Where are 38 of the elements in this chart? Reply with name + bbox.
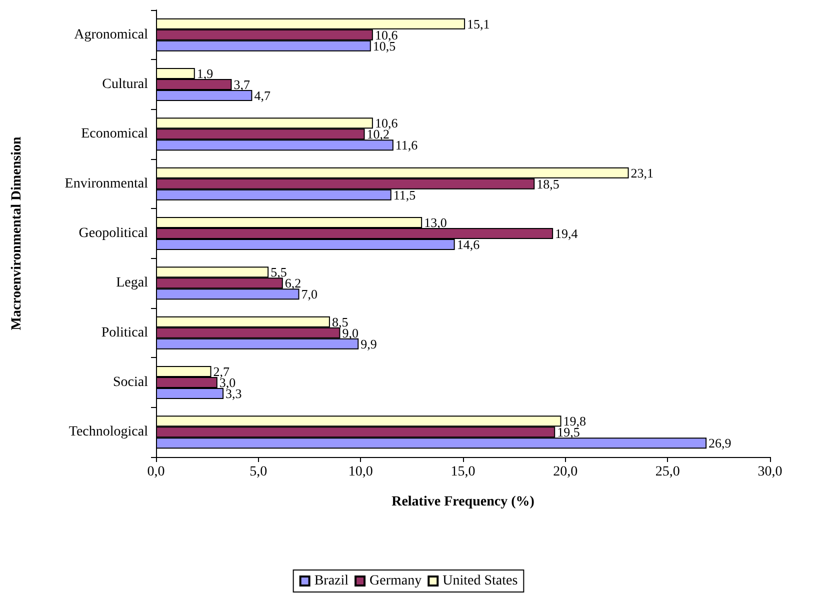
data-label: 6,2	[284, 276, 302, 291]
x-tick-label: 10,0	[348, 464, 373, 480]
y-tick-label: Social	[113, 375, 148, 390]
data-label: 19,4	[555, 226, 578, 241]
data-label: 9,9	[360, 336, 377, 352]
y-tick-label: Legal	[116, 276, 148, 291]
data-label: 5,5	[270, 264, 287, 280]
x-tick-label: 25,0	[655, 464, 680, 480]
data-label: 14,6	[456, 237, 480, 252]
data-label: 4,7	[254, 88, 271, 103]
data-label: 13,0	[424, 215, 447, 230]
data-label: 11,5	[393, 187, 416, 202]
x-tick-label: 30,0	[758, 464, 782, 480]
y-tick-label: Agronomical	[74, 27, 148, 42]
y-tick-label: Environmental	[64, 176, 148, 192]
x-axis-title: Relative Frequency (%)	[392, 494, 535, 510]
y-tick-label: Political	[101, 325, 148, 340]
data-label: 7,0	[301, 286, 318, 302]
x-tick-label: 15,0	[450, 464, 476, 480]
legend-label: United States	[442, 574, 518, 588]
legend-label: Brazil	[314, 574, 349, 588]
y-axis-title: Macroenvironmental Dimension	[10, 136, 24, 330]
y-tick-label: Economical	[81, 126, 148, 142]
data-label: 26,9	[708, 436, 732, 451]
data-label: 11,6	[395, 138, 418, 153]
y-tick-label: Geopolitical	[78, 226, 148, 241]
data-label: 18,5	[536, 176, 560, 192]
x-tick-label: 20,0	[553, 464, 578, 480]
y-tick-label: Technological	[68, 424, 148, 440]
legend-label: Germany	[370, 574, 422, 588]
data-label: 8,5	[332, 314, 348, 330]
data-label: 1,9	[196, 66, 214, 81]
x-tick-label: 0,0	[147, 464, 165, 480]
data-label: 23,1	[630, 165, 654, 180]
y-tick-label: Cultural	[102, 77, 148, 92]
data-label: 3,7	[234, 77, 250, 92]
data-label: 15,1	[467, 16, 490, 32]
x-tick-label: 5,0	[250, 464, 268, 480]
